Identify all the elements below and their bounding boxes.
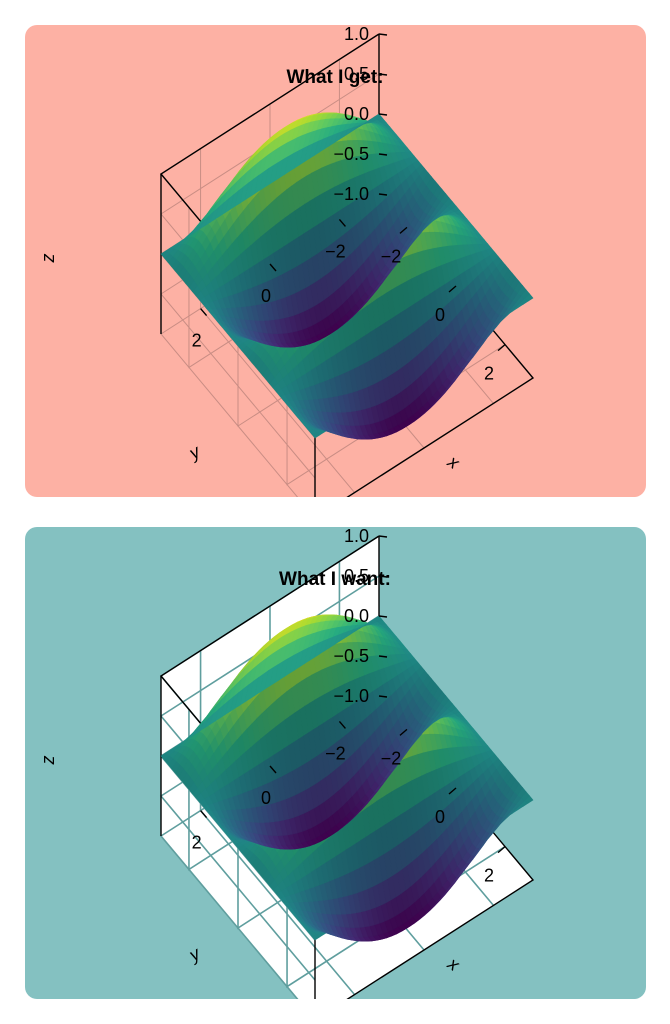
x-tick-label: −2 bbox=[381, 748, 402, 768]
y-tick-label: 0 bbox=[261, 788, 271, 808]
z-axis-label: z bbox=[38, 756, 58, 766]
surface-patch bbox=[373, 113, 384, 121]
surface bbox=[160, 614, 534, 942]
z-tick-label: 1.0 bbox=[344, 527, 369, 546]
z-tick-label: 0.5 bbox=[344, 64, 369, 84]
z-tick-mark bbox=[378, 33, 388, 36]
x-tick-mark bbox=[448, 285, 457, 293]
z-tick-label: −1.0 bbox=[333, 686, 369, 706]
z-tick-mark bbox=[378, 113, 388, 116]
z-tick-mark bbox=[378, 193, 388, 196]
x-tick-label: −2 bbox=[381, 246, 402, 266]
x-tick-label: 0 bbox=[435, 305, 445, 325]
surface bbox=[160, 112, 534, 440]
y-tick-mark bbox=[269, 263, 277, 272]
chart-title: What I want: bbox=[279, 569, 391, 590]
z-tick-mark bbox=[378, 535, 388, 538]
chart-title: What I get: bbox=[286, 67, 383, 88]
x-tick-mark bbox=[399, 226, 408, 234]
z-tick-label: −0.5 bbox=[333, 646, 369, 666]
z-tick-label: 0.0 bbox=[344, 104, 369, 124]
z-tick-label: 1.0 bbox=[344, 25, 369, 44]
z-tick-mark bbox=[378, 615, 388, 618]
y-tick-mark bbox=[200, 308, 208, 317]
z-tick-label: −0.5 bbox=[333, 144, 369, 164]
z-tick-mark bbox=[378, 695, 388, 698]
y-tick-label: 2 bbox=[192, 331, 202, 351]
x-tick-mark bbox=[497, 344, 506, 352]
y-tick-label: −2 bbox=[325, 241, 346, 261]
z-tick-mark bbox=[378, 655, 388, 658]
chart-panel-what-i-get: 1.0 0.5 0.0 −0.5 −1.0 2 0 −2 −2 0 2 z y x What I get: bbox=[25, 25, 646, 497]
x-tick-label: 2 bbox=[484, 866, 494, 886]
z-tick-label: −1.0 bbox=[333, 184, 369, 204]
x-tick-label: 0 bbox=[435, 807, 445, 827]
z-tick-mark bbox=[378, 73, 388, 76]
y-tick-label: 2 bbox=[192, 833, 202, 853]
ticks: 1.0 0.5 0.0 −0.5 −1.0 2 0 −2 −2 0 2 bbox=[192, 25, 506, 384]
z-tick-label: 0.0 bbox=[344, 606, 369, 626]
y-tick-mark bbox=[338, 218, 346, 227]
y-tick-label: −2 bbox=[325, 743, 346, 763]
chart-panel-what-i-want: 1.0 0.5 0.0 −0.5 −1.0 2 0 −2 −2 0 2 z y x What I want: bbox=[25, 527, 646, 999]
z-tick-mark bbox=[378, 153, 388, 156]
y-tick-label: 0 bbox=[261, 286, 271, 306]
x-tick-label: 2 bbox=[484, 364, 494, 384]
z-axis-label: z bbox=[38, 254, 58, 264]
